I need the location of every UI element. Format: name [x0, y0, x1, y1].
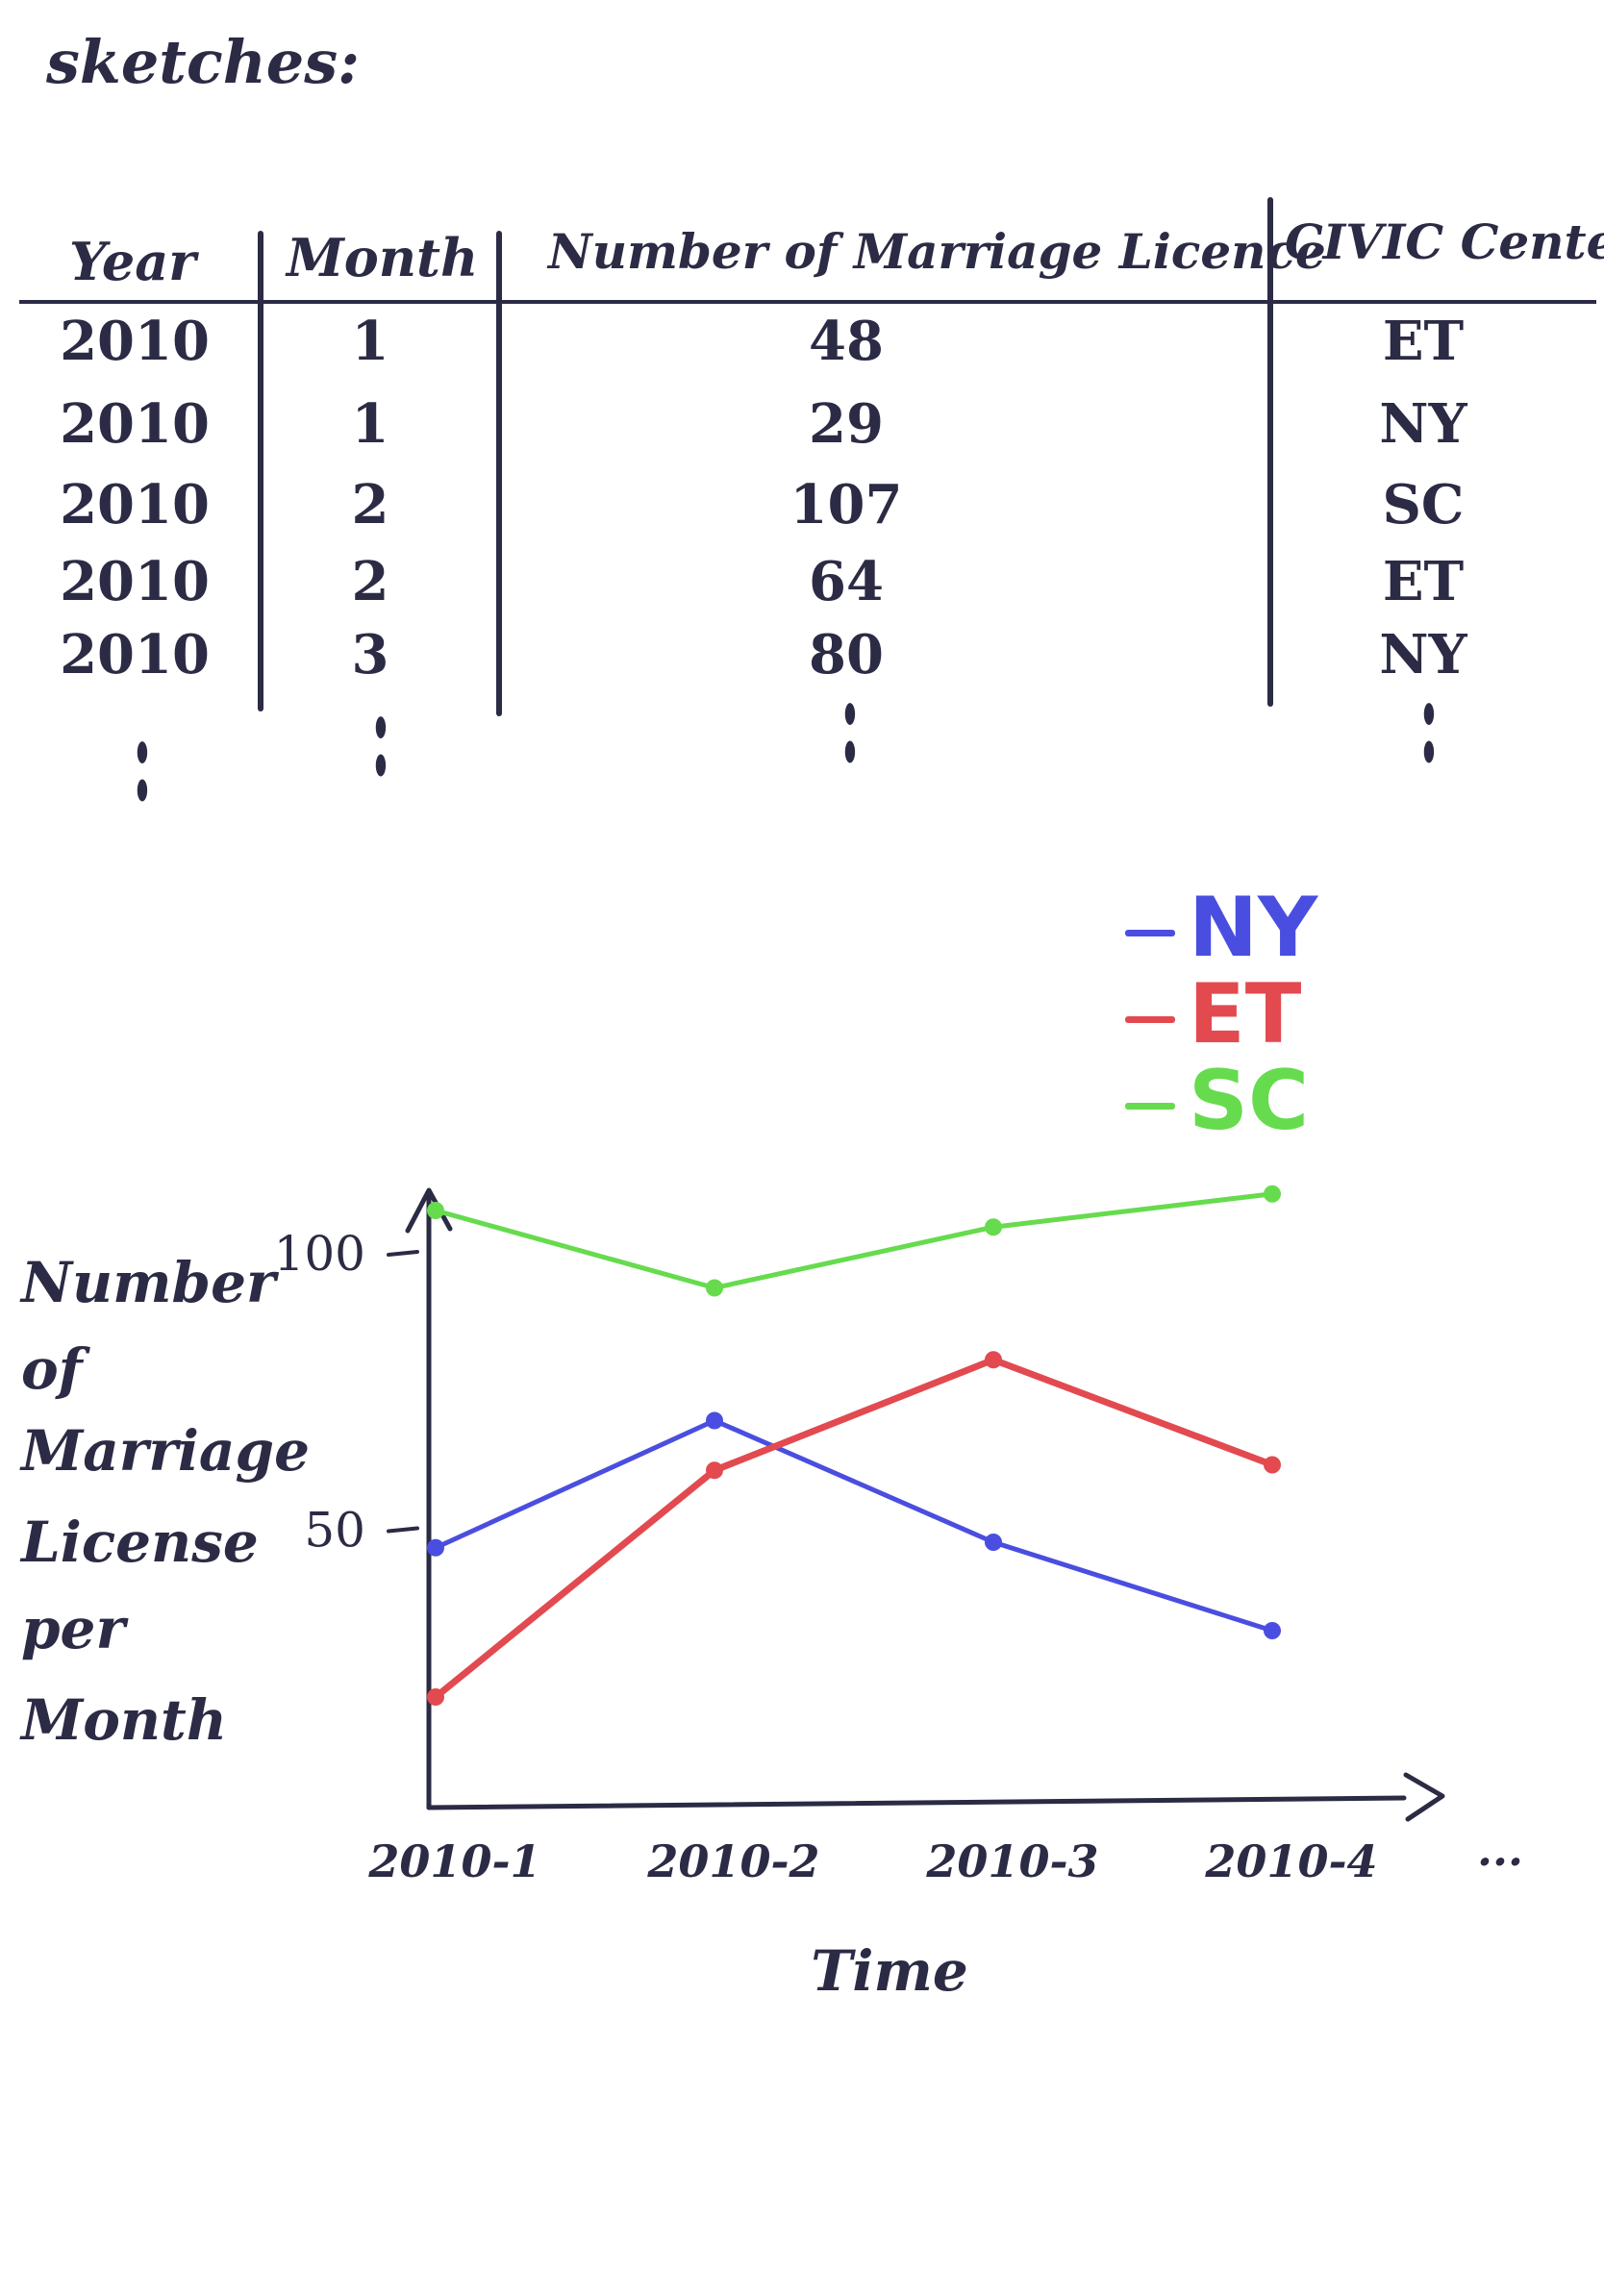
legend-label: NY [1189, 880, 1318, 976]
table-column-divider [496, 231, 502, 716]
data-point-ny [427, 1538, 444, 1557]
table-cell: 80 [809, 623, 884, 686]
data-point-et [427, 1688, 444, 1706]
table-cell: 2010 [60, 473, 210, 537]
line-chart: Number of Marriage License per Month NY ET SC 5… [0, 846, 1604, 2096]
x-axis-arrow [1403, 1772, 1445, 1822]
legend-item-ny: NY [1125, 880, 1317, 976]
ellipsis-licence: : [840, 651, 861, 791]
x-tick-label: 2010-1 [367, 1835, 540, 1887]
series-line-sc [433, 1191, 1275, 1290]
header-year: Year [69, 231, 196, 292]
legend-swatch [1125, 1103, 1175, 1111]
legend-swatch [1125, 930, 1175, 937]
y-tick-label: 50 [304, 1503, 365, 1559]
x-axis-label: Time [811, 1938, 967, 2004]
y-axis-label-line: of [21, 1336, 83, 1402]
x-tick-label: 2010-3 [925, 1835, 1098, 1887]
y-axis-label-line: Number [21, 1250, 276, 1315]
table-cell: 3 [351, 623, 389, 686]
chart-plot: 50 100 2010-1 2010-2 2010-3 2010-4 ... Time [274, 1185, 1523, 2004]
data-point-ny [706, 1411, 723, 1430]
table-cell: 107 [789, 473, 903, 537]
data-point-et [706, 1461, 723, 1480]
table-header-divider [19, 300, 1596, 304]
data-point-sc [427, 1202, 444, 1219]
table-cell: 1 [351, 392, 389, 456]
legend-label: ET [1189, 966, 1302, 1062]
table-cell: NY [1379, 392, 1467, 456]
ellipsis-year: : [132, 689, 153, 830]
y-tick-mark [387, 1250, 419, 1257]
ellipsis-center: : [1418, 651, 1440, 791]
x-axis-trailing-ellipsis: ... [1477, 1824, 1523, 1876]
ellipsis-month: : [370, 664, 391, 805]
data-point-sc [985, 1218, 1002, 1236]
y-tick-label: 100 [274, 1226, 365, 1282]
legend-label: SC [1189, 1053, 1310, 1149]
data-point-sc [706, 1279, 723, 1297]
y-tick-mark [387, 1526, 419, 1534]
table-cell: NY [1379, 623, 1467, 686]
header-marriage-licence: Number of Marriage Licence [548, 223, 1326, 280]
table-cell: 2010 [60, 623, 210, 686]
y-axis-label-line: Month [21, 1687, 228, 1753]
table-cell: ET [1382, 310, 1465, 373]
table-cell: 64 [809, 550, 884, 613]
table-cell: SC [1382, 473, 1465, 537]
y-axis-label-line: per [21, 1596, 126, 1661]
table-column-divider [1267, 197, 1273, 707]
x-axis [426, 1795, 1407, 1810]
data-point-ny [1264, 1622, 1281, 1639]
data-point-ny [985, 1534, 1002, 1551]
table-cell: 1 [351, 310, 389, 373]
y-axis-label-line: Marriage [21, 1418, 310, 1484]
page-title: sketches: [46, 27, 361, 97]
data-point-et [985, 1351, 1002, 1369]
y-axis-label-line: License [21, 1510, 259, 1575]
table-cell: 29 [809, 392, 884, 456]
table-cell: 2010 [60, 392, 210, 456]
x-tick-label: 2010-4 [1204, 1835, 1377, 1887]
legend-item-sc: SC [1125, 1053, 1309, 1149]
table-column-divider [258, 231, 263, 711]
header-civic-center: CIVIC Center [1285, 213, 1604, 270]
series-line-ny [433, 1418, 1275, 1634]
legend-swatch [1125, 1016, 1175, 1024]
table-cell: 2010 [60, 550, 210, 613]
data-point-et [1264, 1456, 1281, 1474]
x-tick-label: 2010-2 [646, 1835, 819, 1887]
table-cell: 2010 [60, 310, 210, 373]
table-cell: 2 [351, 550, 389, 613]
legend-item-et: ET [1125, 966, 1301, 1062]
table-cell: ET [1382, 550, 1465, 613]
header-month: Month [287, 227, 479, 288]
data-point-sc [1264, 1185, 1281, 1203]
series-line-et [432, 1356, 1276, 1701]
table-cell: 2 [351, 473, 389, 537]
sketch-table: Year Month Number of Marriage Licence CI… [0, 0, 1604, 846]
y-axis-arrow [405, 1187, 453, 1234]
table-cell: 48 [809, 310, 884, 373]
